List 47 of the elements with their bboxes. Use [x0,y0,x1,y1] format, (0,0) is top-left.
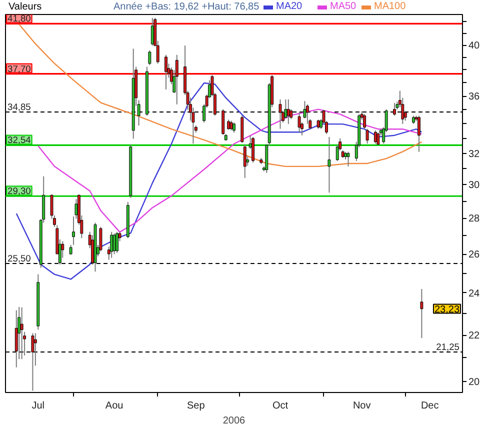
x-axis-title: 2006 [222,416,246,426]
x-tick-label: Dec [420,400,439,412]
candlestick [164,54,168,90]
y-tick-label: 36 [468,92,480,103]
candlestick [110,231,114,258]
x-tick-label: Aou [105,400,124,412]
legend-title: Valeurs [8,2,42,12]
legend-label: MA50 [330,1,356,12]
y-tick-label: 32 [468,148,480,160]
ref-line-label: 29,30 [8,186,31,196]
y-tick-label: 28 [468,214,480,225]
ref-line-label: 21,25 [436,342,460,352]
text: Année +Bas: 19,62 +Haut: 76,85 [114,2,260,12]
x-tick-label: Sep [187,400,206,412]
y-tick-label: 20 [468,376,480,388]
y-tick-label: 26 [468,250,480,261]
ref-line-label: 41,80 [8,14,31,24]
candlestick [227,119,230,130]
candlestick [252,136,255,164]
y-tick-label: 30 [468,180,480,192]
candlestick [148,50,152,66]
y-tick-label: 40 [468,40,480,52]
ref-line-label: 25,50 [8,254,31,264]
candlestick [366,128,369,144]
candlestick [99,226,102,252]
candlestick [116,231,119,254]
candlestick [418,115,420,152]
candlestick [420,288,424,339]
annotation: 23,23 [434,304,460,316]
y-tick-label: 24 [468,288,480,300]
x-tick-label: Oct [272,400,288,412]
candlestick [232,122,236,134]
candlestick [376,132,380,146]
candlestick [286,98,290,124]
candlestick [230,120,233,131]
x-tick-label: Jul [32,400,45,412]
candlestick [328,136,331,194]
ref-line-label: 37,70 [8,64,31,74]
ref-line-label: 34,85 [8,102,31,112]
ref-line-label: 32,54 [8,135,31,146]
candlestick [346,151,350,167]
candlestick [243,144,246,178]
legend-label: MA100 [374,1,406,12]
x-tick-label: Nov [352,400,371,412]
legend-label: MA20 [276,1,302,12]
candlestick [175,54,178,105]
y-tick-label: 22 [468,330,480,342]
